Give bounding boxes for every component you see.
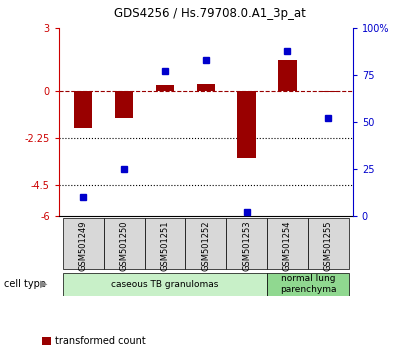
Text: GSM501255: GSM501255 [324,220,333,271]
Bar [267,218,308,269]
Bar [63,273,267,296]
Bar [156,85,174,91]
Text: GSM501252: GSM501252 [201,220,210,271]
Bar [144,218,185,269]
Text: GSM501250: GSM501250 [120,220,129,271]
Text: caseous TB granulomas: caseous TB granulomas [111,280,219,289]
Bar [63,218,104,269]
Text: transformed count: transformed count [55,336,146,346]
Bar [197,84,215,91]
Text: GSM501249: GSM501249 [79,220,88,271]
Bar [74,91,92,129]
Text: cell type: cell type [4,279,46,289]
Bar [319,91,338,92]
Bar [185,218,226,269]
Bar [226,218,267,269]
Bar [115,91,133,118]
Bar [278,59,297,91]
Bar [267,273,349,296]
Bar [237,91,256,158]
Text: GSM501251: GSM501251 [160,220,169,271]
Text: GSM501253: GSM501253 [242,220,251,271]
Text: GSM501254: GSM501254 [283,220,292,271]
Text: GDS4256 / Hs.79708.0.A1_3p_at: GDS4256 / Hs.79708.0.A1_3p_at [114,7,306,20]
Bar [308,218,349,269]
Text: ▶: ▶ [40,279,48,289]
Text: normal lung
parenchyma: normal lung parenchyma [280,274,336,294]
Bar [104,218,144,269]
